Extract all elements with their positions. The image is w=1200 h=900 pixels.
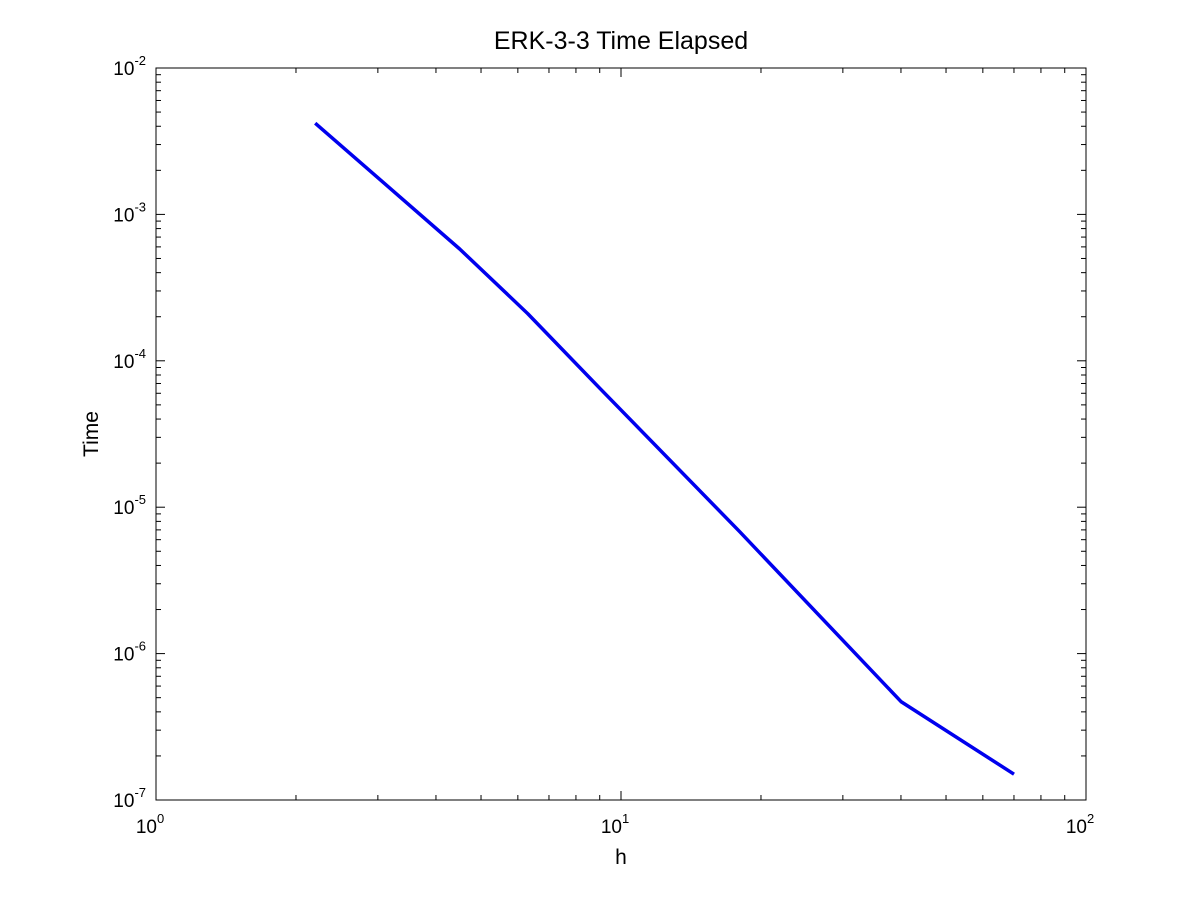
y-tick-exponent: -2	[134, 53, 146, 68]
x-tick-base: 10	[1066, 817, 1087, 838]
y-tick-exponent: -3	[134, 199, 146, 214]
y-tick-exponent: -4	[134, 346, 146, 361]
y-tick-base: 10	[113, 352, 134, 373]
x-tick-base: 10	[136, 817, 157, 838]
x-tick-base: 10	[601, 817, 622, 838]
y-tick-base: 10	[113, 645, 134, 666]
series-line	[314, 121, 1015, 776]
y-tick-base: 10	[113, 791, 134, 812]
x-tick-exponent: 2	[1087, 811, 1094, 826]
y-tick-label: 10-6	[113, 639, 146, 666]
y-tick-exponent: -7	[134, 785, 146, 800]
x-tick-label: 102	[1066, 811, 1094, 838]
y-axis-label: Time	[80, 411, 103, 457]
y-tick-base: 10	[113, 59, 134, 80]
y-tick-base: 10	[113, 205, 134, 226]
ticks	[155, 67, 1087, 801]
y-tick-label: 10-5	[113, 492, 146, 519]
x-tick-exponent: 1	[622, 811, 629, 826]
y-tick-label: 10-4	[113, 346, 146, 373]
x-tick-label: 100	[136, 811, 164, 838]
y-tick-label: 10-7	[113, 785, 146, 812]
y-tick-exponent: -5	[134, 492, 146, 507]
series	[314, 121, 1015, 776]
x-tick-exponent: 0	[157, 811, 164, 826]
plot-area	[155, 67, 1087, 801]
x-axis-label: h	[615, 846, 627, 869]
y-tick-label: 10-2	[113, 53, 146, 80]
x-tick-label: 101	[601, 811, 629, 838]
y-tick-label: 10-3	[113, 199, 146, 226]
y-tick-base: 10	[113, 498, 134, 519]
chart-title: ERK-3-3 Time Elapsed	[494, 27, 748, 55]
y-tick-exponent: -6	[134, 639, 146, 654]
